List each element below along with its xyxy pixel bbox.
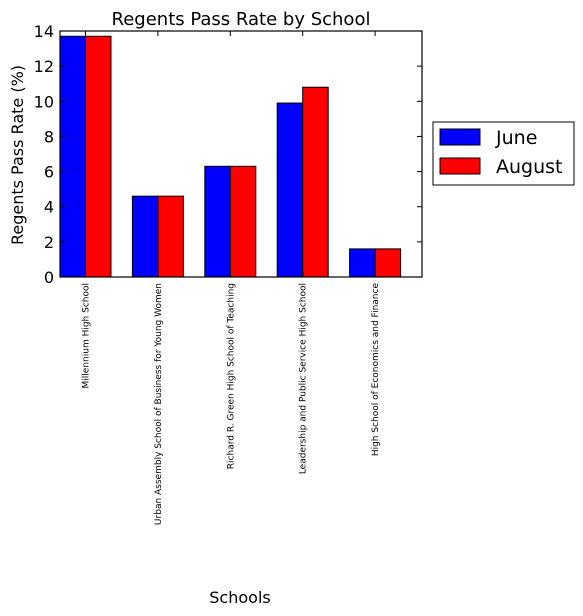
y-ticks: 0 2 4 6 8 10 12 14 (34, 22, 422, 287)
y-tick-label: 6 (44, 163, 54, 182)
bar-august-3 (302, 86, 329, 278)
bar-june-2 (204, 165, 231, 278)
plot-frame (59, 30, 423, 278)
y-tick-label: 10 (34, 92, 54, 111)
bar-june-1 (131, 195, 159, 278)
bars-layer (59, 35, 402, 278)
x-axis-label: Schools (209, 588, 270, 607)
x-tick-label: Leadership and Public Service High Schoo… (299, 283, 309, 474)
chart-title: Regents Pass Rate by School (112, 9, 371, 30)
bar-august-4 (374, 248, 402, 278)
y-tick-label: 8 (44, 127, 54, 146)
x-ticks: Millennium High School Urban Assembly Sch… (82, 31, 381, 525)
legend: June August (432, 121, 575, 186)
x-tick-label: Millennium High School (82, 283, 92, 388)
y-tick-label: 12 (34, 57, 54, 76)
legend-swatch-august (439, 157, 481, 175)
bar-august-2 (229, 165, 257, 278)
y-tick-label: 0 (44, 268, 54, 287)
bar-august-1 (157, 195, 184, 278)
legend-swatch-june (439, 128, 481, 146)
bar-june-3 (276, 102, 304, 278)
legend-label-august: August (496, 156, 563, 178)
legend-label-june: June (495, 127, 537, 149)
bar-june-0 (59, 35, 86, 278)
y-axis-label: Regents Pass Rate (%) (8, 65, 27, 245)
bar-june-4 (349, 248, 376, 278)
bar-august-0 (85, 35, 112, 278)
x-tick-label: Urban Assembly School of Business for Yo… (154, 283, 164, 525)
x-tick-label: High School of Economics and Finance (371, 283, 381, 457)
y-tick-label: 2 (44, 233, 54, 252)
x-tick-label: Richard R. Green High School of Teaching (226, 283, 236, 469)
y-tick-label: 14 (34, 22, 54, 41)
y-tick-label: 4 (44, 198, 54, 217)
